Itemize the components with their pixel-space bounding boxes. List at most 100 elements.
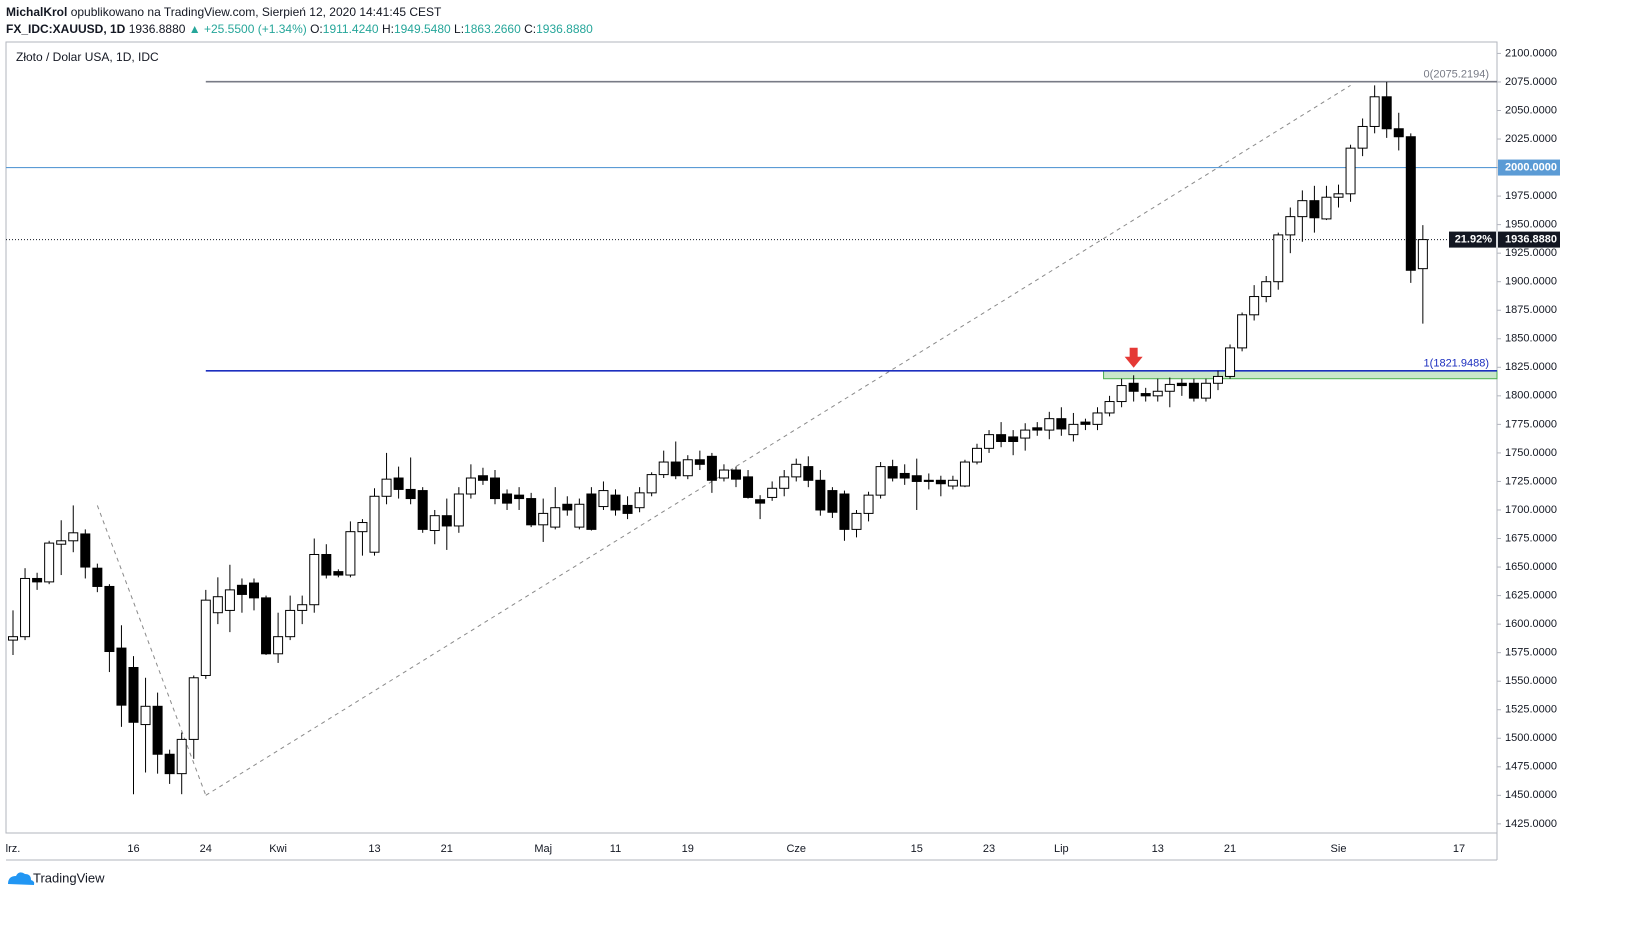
ohlc-label: C:: [524, 22, 537, 36]
candle-body: [1297, 200, 1308, 218]
level-label: 1(1821.9488): [1424, 358, 1489, 370]
candle-body: [803, 466, 814, 481]
y-tick-label: 1750.0000: [1505, 447, 1557, 459]
symbol: FX_IDC:XAUUSD, 1D: [6, 22, 126, 36]
candle-body: [1020, 429, 1031, 439]
published: opublikowano na TradingView.com, Sierpie…: [70, 5, 442, 19]
chart-title: Złoto / Dolar USA, 1D, IDC: [16, 50, 159, 64]
x-tick-label: 19: [682, 843, 694, 855]
candle-body: [694, 459, 705, 465]
candle-body: [1321, 196, 1332, 220]
candle-body: [1152, 390, 1163, 397]
candle-body: [923, 479, 934, 482]
candle-body: [514, 494, 525, 500]
candle-body: [1237, 314, 1248, 349]
candle-body: [152, 705, 163, 755]
candle-body: [176, 738, 187, 775]
level-label: 0(2075.2194): [1424, 69, 1489, 81]
candle-body: [1176, 382, 1187, 387]
candle-body: [405, 488, 416, 500]
candle-body: [851, 512, 862, 530]
candle-body: [20, 577, 31, 638]
y-tick-label: 1925.0000: [1505, 247, 1557, 259]
candle-body: [731, 469, 741, 480]
y-tick-label: 1600.0000: [1505, 618, 1557, 630]
x-tick-label: 24: [200, 843, 212, 855]
y-tick-label: 1900.0000: [1505, 276, 1557, 288]
y-tick-label: 1850.0000: [1505, 333, 1557, 345]
x-tick-label: 11: [610, 843, 621, 855]
candle-body: [1369, 96, 1380, 127]
x-tick-label: 21: [441, 843, 453, 855]
x-tick-label: 17: [1453, 843, 1465, 855]
candle-body: [333, 571, 344, 576]
x-tick-label: Maj: [534, 843, 552, 855]
candle-body: [465, 477, 476, 495]
candle-body: [1104, 401, 1115, 414]
x-tick-label: 23: [983, 843, 995, 855]
y-tick-label: 2025.0000: [1505, 133, 1557, 145]
candle-body: [1417, 239, 1428, 270]
candle-body: [682, 459, 693, 477]
candle-body: [875, 466, 886, 496]
ohlc-label: O:: [310, 22, 323, 36]
candle-body: [68, 532, 79, 542]
x-tick-label: Cze: [786, 843, 806, 855]
candle-body: [128, 666, 139, 723]
candle-body: [767, 487, 778, 498]
candle-body: [188, 677, 199, 740]
candle-body: [441, 515, 452, 527]
candle-body: [1008, 436, 1019, 442]
x-tick-label: Kwi: [269, 843, 287, 855]
y-tick-label: 1475.0000: [1505, 761, 1557, 773]
candle-body: [429, 515, 440, 532]
candle-body: [947, 479, 958, 487]
last: 1936.8880: [128, 22, 186, 36]
ohlc-value: 1911.4240: [322, 22, 379, 36]
candle-body: [827, 490, 838, 513]
x-tick-label: lrz.: [6, 843, 21, 855]
candle-body: [1249, 296, 1260, 316]
candle-body: [718, 469, 729, 479]
candle-body: [1213, 375, 1223, 384]
candle-body: [574, 503, 585, 528]
candle-body: [646, 474, 657, 494]
ohlc-label: H:: [381, 22, 394, 36]
candle-body: [526, 498, 537, 526]
candle-body: [32, 577, 43, 583]
header-line-1: MichalKrol opublikowano na TradingView.c…: [6, 4, 593, 21]
candle-body: [935, 479, 946, 485]
y-tick-label: 2100.0000: [1505, 47, 1557, 59]
candle-body: [453, 493, 464, 527]
candle-body: [321, 553, 332, 576]
candle-body: [393, 477, 404, 490]
arrow: [1124, 347, 1143, 368]
trendline: [205, 84, 1351, 796]
price-label: 1936.8880: [1505, 233, 1557, 245]
candle-body: [1080, 421, 1091, 425]
ohlc-value: 1863.2660: [464, 22, 521, 36]
candle-body: [273, 636, 284, 655]
ohlc-label: L:: [454, 22, 465, 36]
y-tick-label: 1875.0000: [1505, 304, 1557, 316]
change: ▲ +25.5500 (+1.34%): [188, 22, 307, 36]
candle-body: [1393, 128, 1404, 138]
candle-body: [984, 434, 995, 449]
price-label-box: [1498, 159, 1560, 176]
plot-frame: [5, 41, 1498, 834]
candle-body: [477, 475, 488, 481]
y-tick-label: 1825.0000: [1505, 361, 1557, 373]
y-tick-label: 1950.0000: [1505, 219, 1557, 231]
candle-body: [164, 753, 175, 775]
footer-brand: TradingView: [33, 870, 105, 885]
x-tick-label: Sie: [1331, 843, 1347, 855]
candle-body: [1333, 193, 1344, 198]
candle-body: [634, 492, 645, 509]
candle-body: [911, 475, 922, 482]
candle-body: [839, 493, 850, 530]
candle-body: [224, 589, 235, 611]
candle-body: [261, 597, 272, 655]
candle-body: [212, 596, 223, 614]
candle-body: [1309, 200, 1320, 219]
